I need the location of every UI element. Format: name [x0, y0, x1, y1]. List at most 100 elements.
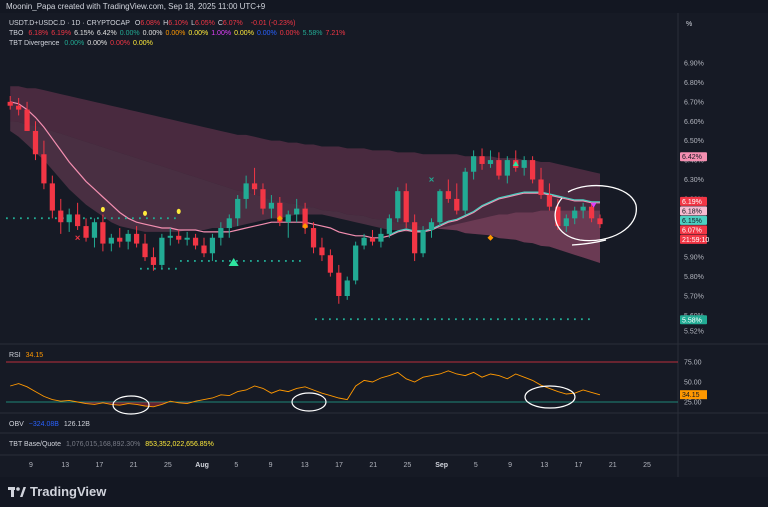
candle-body-59 [504, 160, 510, 176]
dotted-line-green-left-dot [104, 217, 106, 220]
candle-body-63 [538, 179, 544, 196]
y-axis-tick-3: 6.60% [684, 119, 704, 126]
ohlc-value-o: 6.08% [140, 20, 161, 27]
x-axis-tick-10: 21 [369, 462, 377, 469]
candle-body-12 [108, 237, 114, 244]
price-label-bg-2 [680, 206, 707, 216]
ohlc-value-h: 6.10% [168, 20, 189, 27]
candle-body-57 [487, 160, 494, 164]
ohlc-label-o: O [134, 20, 141, 27]
dotted-line-green-bottom-dot [364, 318, 366, 321]
legend-row-tbt: TBT Divergence 0.00% 0.00% 0.00% 0.00% [9, 40, 159, 47]
x-axis-tick-14: 9 [508, 462, 512, 469]
dotted-line-green-bottom-dot [511, 318, 513, 321]
rsi-value: 34.15 [25, 352, 44, 359]
dotted-line-green-left-dot [125, 217, 127, 220]
chart-svg[interactable]: 6.90%6.80%6.70%6.60%6.50%6.40%6.30%6.20%… [0, 0, 768, 477]
price-label-bg-0 [680, 152, 707, 162]
tbo-value-1: 6.19% [51, 30, 72, 37]
dotted-line-green-mid2-dot [187, 260, 189, 262]
dotted-line-green-left-dot [160, 217, 162, 220]
dotted-line-green-bottom-dot [560, 318, 562, 321]
legend-symbol[interactable]: USDT.D+USDC.D · 1D · CRYPTOCAP [9, 20, 130, 27]
candle-body-41 [353, 245, 359, 281]
marker-orange-diamond-2 [276, 215, 283, 222]
legend-tbt-name[interactable]: TBT Divergence [9, 40, 60, 47]
x-axis-tick-15: 13 [540, 462, 548, 469]
price-label-bg-1 [680, 196, 707, 206]
dotted-line-green-mid2-dot [299, 260, 301, 262]
price-label-4: 6.07% [682, 227, 702, 234]
marker-green-triangle-small [512, 160, 519, 166]
tbt-base-quote-legend: TBT Base/Quote 1,076,015,168,892.30% 853… [9, 441, 217, 448]
dotted-line-green-mid2-dot [236, 260, 238, 262]
annotation-circle-rsi-1 [112, 395, 150, 415]
dotted-line-green-bottom-dot [581, 318, 583, 321]
tbt-value-3: 0.00% [132, 40, 153, 47]
obv-label[interactable]: OBV [9, 421, 24, 428]
candle-body-67 [572, 210, 578, 219]
rsi-legend: RSI 34.15 [9, 352, 46, 359]
legend-tbo-values: 6.18% 6.19% 6.15% 6.42% 0.00% 0.00% 0.00% 0.00%… [28, 30, 348, 37]
dotted-line-green-bottom-dot [490, 318, 492, 321]
footer-bar [0, 477, 768, 507]
candle-body-52 [445, 191, 451, 199]
dotted-line-green-left-dot [13, 217, 15, 220]
candle-body-1 [16, 105, 22, 110]
candle-body-21 [184, 237, 190, 240]
dotted-line-green-bottom-dot [385, 318, 387, 321]
price-label-bg-3 [680, 215, 707, 225]
scale-mode-button[interactable]: % [686, 21, 693, 28]
candle-body-46 [395, 191, 401, 219]
marker-green-x [429, 177, 434, 182]
candle-body-48 [412, 222, 418, 254]
tradingview-logo[interactable]: TradingView [8, 484, 106, 499]
dotted-line-green-bottom-dot [525, 318, 527, 321]
y-axis-tick-10: 5.90% [684, 255, 704, 262]
tbo-value-9: 0.00% [234, 30, 254, 37]
candle-body-39 [336, 272, 342, 296]
legend-tbo-name[interactable]: TBO [9, 30, 24, 37]
candle-body-2 [24, 109, 30, 131]
candle-body-10 [91, 222, 98, 238]
tbt-base-quote-label[interactable]: TBT Base/Quote [9, 441, 62, 448]
candle-body-3 [32, 130, 39, 155]
dotted-line-green-bottom-dot [371, 318, 373, 321]
candle-body-56 [479, 156, 485, 164]
candle-body-14 [125, 233, 131, 242]
x-axis-tick-13: 5 [474, 462, 478, 469]
dotted-line-green-bottom-dot [539, 318, 541, 321]
candle-body-26 [226, 218, 232, 229]
dotted-line-green-bottom-dot [455, 318, 457, 321]
candle-body-15 [133, 233, 140, 244]
candle-body-17 [150, 257, 157, 265]
candle-body-69 [588, 206, 595, 219]
obv-value-2: 126.12B [63, 421, 90, 428]
candle-body-19 [167, 235, 173, 238]
x-axis-tick-5: Aug [195, 462, 209, 469]
candle-body-53 [454, 198, 460, 211]
dotted-line-green-mid2-dot [292, 260, 294, 262]
rsi-label[interactable]: RSI [9, 352, 21, 359]
candle-body-35 [302, 208, 308, 229]
dotted-line-green-mid2-dot [194, 260, 196, 262]
dotted-line-green-bottom-dot [336, 318, 338, 321]
dotted-line-green-mid2 [180, 260, 301, 262]
candle-body-45 [386, 218, 392, 234]
dotted-line-green-bottom-dot [546, 318, 548, 321]
candle-body-16 [142, 243, 148, 258]
candle-body-22 [192, 237, 199, 246]
candle-body-49 [420, 229, 426, 254]
price-label-bg-5 [680, 234, 707, 244]
x-axis-tick-18: 25 [643, 462, 651, 469]
x-axis-tick-7: 9 [269, 462, 273, 469]
x-axis-tick-12: Sep [435, 462, 448, 469]
brand-name: TradingView [30, 484, 107, 499]
legend-tbt-values: 0.00% 0.00% 0.00% 0.00% [64, 40, 155, 47]
dotted-line-green-mid2-dot [264, 260, 266, 262]
candle-body-9 [83, 226, 89, 238]
dotted-line-green-left-dot [174, 217, 176, 220]
dotted-line-green-left-dot [27, 217, 29, 220]
x-axis-tick-0: 9 [29, 462, 33, 469]
dotted-line-green-bottom-dot [399, 318, 401, 321]
